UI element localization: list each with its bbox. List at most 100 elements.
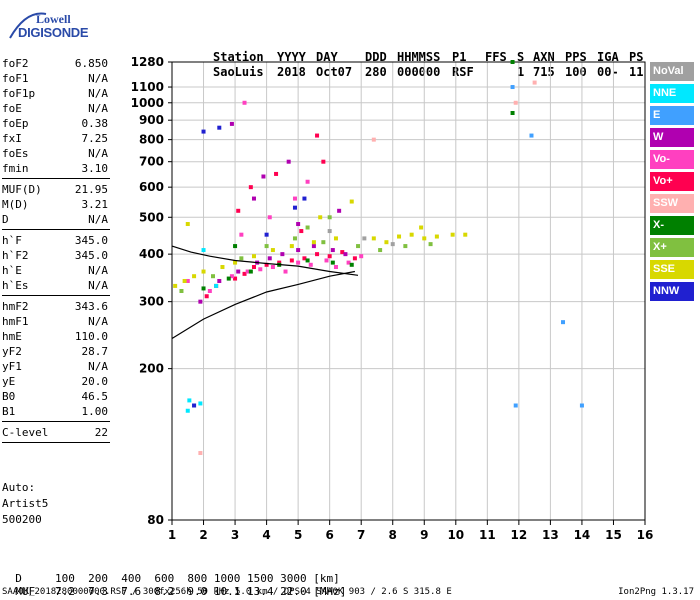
data-point-w: [311, 244, 316, 249]
param-value: N/A: [88, 147, 108, 160]
data-point-vo-: [324, 258, 329, 263]
data-point-x-: [378, 248, 383, 253]
data-point-vo-: [233, 276, 238, 281]
data-point-vo-: [308, 262, 313, 267]
data-point-ssw: [198, 451, 203, 456]
data-point-w: [217, 278, 222, 283]
param-value: 6.850: [74, 57, 108, 70]
data-point-nnw: [302, 196, 307, 201]
param-name: foF1: [2, 72, 29, 85]
param-row: fmin 3.10: [2, 161, 108, 176]
data-point-vo-: [302, 256, 307, 261]
param-value: N/A: [88, 87, 108, 100]
data-point-sse: [318, 215, 323, 220]
legend-item-x-: X+: [650, 238, 694, 257]
param-row: foF1 N/A: [2, 71, 108, 86]
data-point-vo-: [229, 274, 234, 279]
param-row: hmE 110.0: [2, 329, 108, 344]
data-point-x-: [305, 225, 310, 230]
data-point-sse: [270, 248, 275, 253]
data-point-vo-: [315, 252, 320, 257]
data-point-x-: [321, 240, 326, 245]
data-point-vo-: [258, 267, 263, 272]
data-point-noval: [327, 229, 332, 234]
param-name: fmin: [2, 162, 29, 175]
param-name: M(D): [2, 198, 29, 211]
x-tick-label: 7: [357, 528, 365, 542]
param-value: N/A: [88, 315, 108, 328]
y-tick-label: 1280: [131, 55, 164, 69]
x-tick-label: 4: [262, 528, 270, 542]
param-name: h`E: [2, 264, 22, 277]
param-row: yE 20.0: [2, 374, 108, 389]
data-point-vo-: [204, 294, 209, 299]
data-point-nnw: [201, 129, 206, 134]
data-point-vo-: [267, 215, 272, 220]
param-name: foF2: [2, 57, 29, 70]
data-point-sse: [201, 269, 206, 274]
param-value: 0.38: [81, 117, 109, 130]
header-day: DAY Oct07: [316, 50, 353, 79]
data-point-w: [280, 252, 285, 257]
data-point-vo-: [333, 265, 338, 270]
y-tick-label: 800: [139, 133, 164, 147]
data-point-x-: [233, 244, 238, 249]
data-point-noval: [390, 242, 395, 247]
param-value: 345.0: [74, 249, 108, 262]
data-point-vo-: [242, 271, 247, 276]
x-tick-label: 16: [637, 528, 654, 542]
x-tick-label: 15: [605, 528, 622, 542]
data-point-x-: [349, 262, 354, 267]
data-point-sse: [220, 265, 225, 270]
data-point-vo-: [270, 265, 275, 270]
data-point-vo-: [292, 196, 297, 201]
data-point-vo-: [277, 260, 282, 265]
param-value: 22: [94, 426, 108, 439]
param-value: 28.7: [81, 345, 109, 358]
param-name: foE: [2, 102, 22, 115]
data-point-sse: [311, 240, 316, 245]
param-name: fxI: [2, 132, 22, 145]
param-value: 110.0: [74, 330, 108, 343]
data-point-sse: [289, 244, 294, 249]
data-point-sse: [371, 236, 376, 241]
x-tick-label: 10: [447, 528, 464, 542]
y-tick-label: 300: [139, 295, 164, 309]
x-tick-label: 6: [325, 528, 333, 542]
param-separator: [2, 178, 110, 179]
data-point-vo-: [274, 171, 279, 176]
legend-item-noval: NoVal: [650, 62, 694, 81]
header-ps: PS 11: [629, 50, 644, 79]
data-point-x-: [179, 289, 184, 293]
x-tick-label: 11: [479, 528, 496, 542]
data-point-vo-: [283, 269, 288, 274]
legend-item-w: W: [650, 128, 694, 147]
data-point-nne: [187, 398, 192, 403]
param-value: N/A: [88, 102, 108, 115]
y-tick-label: 400: [139, 247, 164, 261]
data-point-vo-: [245, 269, 250, 274]
data-point-w: [296, 248, 301, 253]
x-tick-label: 5: [294, 528, 302, 542]
header-pps: PPS 100: [565, 50, 587, 79]
param-row: yF1 N/A: [2, 359, 108, 374]
param-value: 345.0: [74, 234, 108, 247]
plot-frame: [171, 61, 646, 521]
param-name: yF2: [2, 345, 22, 358]
data-point-vo-: [299, 229, 304, 234]
data-point-e: [513, 403, 518, 408]
param-separator: [2, 421, 110, 422]
param-row: h`F 345.0: [2, 233, 108, 248]
data-point-sse: [251, 254, 256, 259]
data-point-e: [579, 403, 584, 408]
data-point-vo-: [236, 208, 241, 213]
logo-line2: DIGISONDE: [18, 25, 89, 40]
param-row: fxI 7.25: [2, 131, 108, 146]
data-point-nnw: [264, 232, 269, 237]
data-point-w: [330, 248, 335, 253]
data-point-nne: [185, 408, 190, 413]
data-point-nnw: [192, 403, 197, 408]
data-point-vo-: [242, 100, 247, 105]
data-point-w: [337, 208, 342, 213]
